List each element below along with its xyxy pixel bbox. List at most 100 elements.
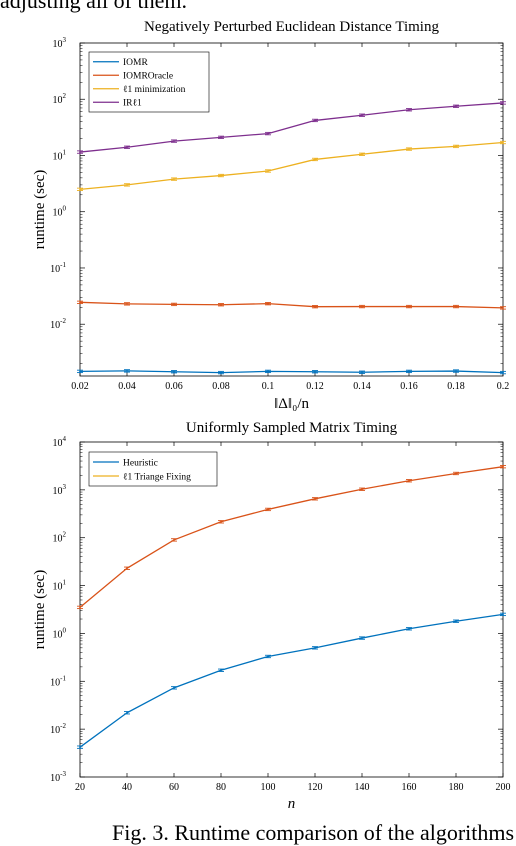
series-line — [79, 466, 504, 608]
legend-box — [88, 451, 218, 487]
data-point — [455, 305, 457, 308]
legend: IOMR IOMROracle ℓ1 minimization IRℓ1 — [88, 51, 210, 113]
data-point — [455, 620, 457, 623]
data-point — [314, 158, 316, 161]
data-point — [267, 370, 269, 373]
y-tick-exponent: 0 — [63, 205, 67, 213]
data-point — [408, 627, 410, 630]
y-axis-label: runtime (sec) — [32, 570, 48, 650]
data-point — [361, 305, 363, 308]
y-tick-exponent: 4 — [63, 435, 67, 443]
data-point — [126, 567, 128, 570]
y-tick-exponent: 3 — [63, 483, 67, 491]
y-tick-base: 10 — [53, 39, 63, 50]
figure-caption-fragment: Fig. 3. Runtime comparison of the algori… — [112, 820, 515, 845]
data-point — [314, 119, 316, 122]
data-point — [173, 539, 175, 541]
x-tick-label: 0.2 — [497, 381, 510, 392]
legend: Heuristic ℓ1 Triange Fixing — [88, 451, 218, 487]
y-tick-exponent: 2 — [63, 531, 67, 539]
y-tick-label: 101 — [53, 579, 67, 593]
legend-box — [88, 51, 210, 113]
data-point — [408, 479, 410, 482]
series-line — [79, 370, 504, 374]
chart-title: Uniformly Sampled Matrix Timing — [186, 420, 398, 436]
x-tick-label: 0.02 — [71, 381, 89, 392]
y-axis-label: runtime (sec) — [32, 170, 48, 250]
data-point — [455, 472, 457, 475]
x-tick-label: 20 — [75, 782, 85, 793]
legend-label: IRℓ1 — [123, 99, 142, 109]
legend-label: IOMR — [123, 58, 148, 68]
data-point — [455, 370, 457, 372]
x-tick-label: 100 — [261, 782, 276, 793]
x-tick-label: 0.16 — [400, 381, 418, 392]
data-point — [408, 370, 410, 373]
x-tick-label: 40 — [122, 782, 132, 793]
x-tick-label: 60 — [169, 782, 179, 793]
y-tick-label: 10-2 — [50, 722, 66, 736]
data-point — [408, 108, 410, 111]
data-point — [79, 151, 81, 153]
y-tick-label: 102 — [53, 531, 67, 545]
data-point — [220, 371, 222, 374]
series-line — [79, 141, 504, 190]
data-point — [267, 655, 269, 658]
data-point — [314, 305, 316, 308]
y-tick-label: 103 — [53, 483, 67, 497]
data-point — [267, 508, 269, 511]
series-line — [79, 301, 504, 309]
x-tick-label: 0.04 — [118, 381, 136, 392]
y-tick-exponent: -2 — [60, 317, 66, 325]
y-tick-base: 10 — [53, 95, 63, 106]
y-tick-exponent: -1 — [60, 674, 66, 682]
x-axis-label: n — [288, 796, 296, 812]
data-point — [361, 371, 363, 374]
series-iomroracle — [77, 300, 506, 310]
data-point — [173, 140, 175, 143]
y-tick-base: 10 — [53, 486, 63, 497]
y-tick-label: 103 — [53, 36, 67, 50]
x-tick-label: 120 — [308, 782, 323, 793]
data-point — [455, 105, 457, 108]
x-tick-label: 0.08 — [212, 381, 230, 392]
plot-area-frame — [79, 441, 504, 778]
y-tick-base: 10 — [53, 582, 63, 593]
data-point — [361, 153, 363, 156]
chart-title: Negatively Perturbed Euclidean Distance … — [144, 19, 439, 35]
data-point — [220, 520, 222, 523]
data-point — [455, 145, 457, 148]
series-iomr — [77, 369, 506, 375]
data-point — [267, 302, 269, 305]
data-point — [314, 646, 316, 649]
legend-label: ℓ1 Triange Fixing — [123, 472, 191, 482]
x-tick-label: 0.1 — [262, 381, 275, 392]
y-tick-label: 100 — [53, 626, 67, 640]
data-point — [173, 178, 175, 181]
data-point — [126, 183, 128, 186]
y-tick-exponent: 2 — [63, 92, 67, 100]
series-ir-1 — [77, 101, 506, 154]
y-tick-exponent: 1 — [63, 148, 67, 156]
plot-area-frame — [79, 42, 504, 377]
x-tick-label: 180 — [449, 782, 464, 793]
legend-label: IOMROracle — [123, 72, 173, 82]
data-point — [79, 188, 81, 191]
x-axis-label: ‖Δ‖₀/n — [274, 396, 309, 412]
series-1-triange-fixing — [77, 465, 506, 610]
data-point — [361, 114, 363, 117]
data-point — [267, 132, 269, 135]
y-tick-base: 10 — [50, 264, 60, 275]
data-point — [361, 488, 363, 491]
y-tick-label: 10-2 — [50, 317, 66, 331]
data-point — [126, 302, 128, 305]
x-tick-label: 0.18 — [447, 381, 465, 392]
data-point — [502, 371, 504, 374]
series-heuristic — [77, 612, 506, 749]
y-tick-label: 100 — [53, 205, 67, 219]
y-tick-exponent: 0 — [63, 626, 67, 634]
x-tick-label: 140 — [355, 782, 370, 793]
x-tick-label: 0.14 — [353, 381, 371, 392]
data-point — [502, 141, 504, 144]
